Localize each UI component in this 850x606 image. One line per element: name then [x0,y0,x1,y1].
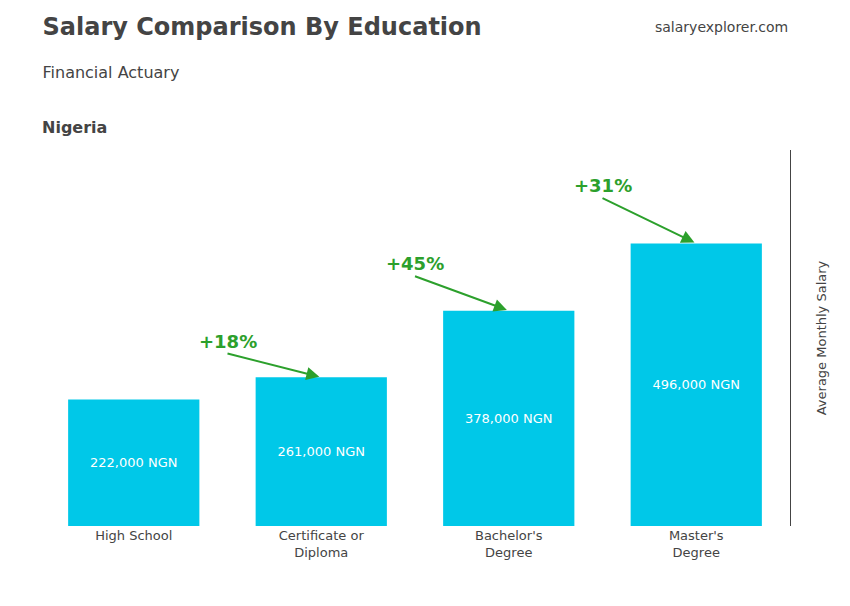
svg-text:Financial Actuary: Financial Actuary [43,63,180,82]
svg-text:222,000 NGN: 222,000 NGN [90,455,177,470]
svg-text:261,000 NGN: 261,000 NGN [278,444,365,459]
svg-text:+18%: +18% [199,331,257,352]
svg-text:Certificate orDiploma: Certificate orDiploma [279,528,365,560]
svg-text:High School: High School [95,528,172,543]
svg-text:378,000 NGN: 378,000 NGN [465,411,552,426]
svg-text:496,000 NGN: 496,000 NGN [653,377,740,392]
svg-text:+31%: +31% [574,175,632,196]
svg-text:Average Monthly Salary: Average Monthly Salary [814,260,829,415]
svg-text:Nigeria: Nigeria [42,118,107,137]
svg-text:Master'sDegree: Master'sDegree [669,528,724,560]
svg-text:+45%: +45% [386,253,444,274]
svg-text:Salary Comparison By Education: Salary Comparison By Education [43,13,482,41]
svg-text:Bachelor'sDegree: Bachelor'sDegree [475,528,543,560]
svg-text:salaryexplorer.com: salaryexplorer.com [655,19,788,35]
